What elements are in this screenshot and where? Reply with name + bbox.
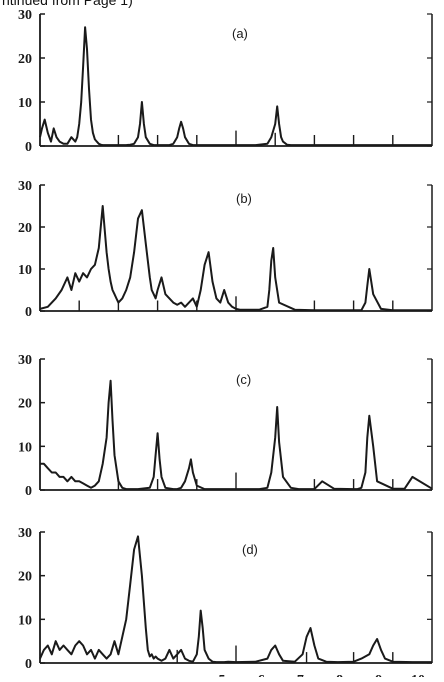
- panel-2: 0 10 20 30 (b): [18, 179, 433, 320]
- continued-header: ntinued from Page 1): [2, 0, 133, 8]
- panel-1: 0 10 20 30 (a): [18, 8, 433, 155]
- y-tick-label: 20: [18, 570, 32, 585]
- data-series-line: [39, 205, 432, 312]
- y-tick-label: 0: [25, 140, 32, 155]
- x-tick-label: 9: [375, 673, 382, 677]
- x-tick-label: 5: [219, 673, 226, 677]
- x-tick-label: 6: [258, 673, 265, 677]
- y-tick-label: 10: [18, 613, 32, 628]
- y-tick-label: 0: [25, 484, 32, 499]
- data-series-line: [40, 379, 433, 491]
- y-tick-label: 30: [18, 353, 32, 368]
- y-tick-label: 20: [18, 221, 32, 236]
- panel-3: 0 10 20 30 (c): [18, 353, 433, 499]
- y-tick-label: 0: [25, 657, 32, 672]
- x-tick-label: 8: [336, 673, 343, 677]
- y-tick-label: 30: [18, 526, 32, 541]
- y-tick-label: 10: [18, 263, 32, 278]
- panel-label: (c): [236, 372, 251, 387]
- data-series-line: [39, 535, 432, 664]
- x-tick-label: 7: [297, 673, 304, 677]
- y-tick-label: 30: [18, 8, 32, 23]
- y-tick-label: 10: [18, 96, 32, 111]
- y-tick-label: 30: [18, 179, 32, 194]
- y-tick-label: 20: [18, 52, 32, 67]
- panel-4: 0 10 20 30 (d): [18, 526, 433, 672]
- y-tick-label: 0: [25, 305, 32, 320]
- y-tick-label: 10: [18, 440, 32, 455]
- panel-label: (b): [236, 191, 252, 206]
- x-tick-label: 10: [411, 673, 425, 677]
- y-tick-label: 20: [18, 397, 32, 412]
- panel-label: (d): [242, 542, 258, 557]
- panel-label: (a): [232, 26, 248, 41]
- data-series-line: [39, 26, 432, 147]
